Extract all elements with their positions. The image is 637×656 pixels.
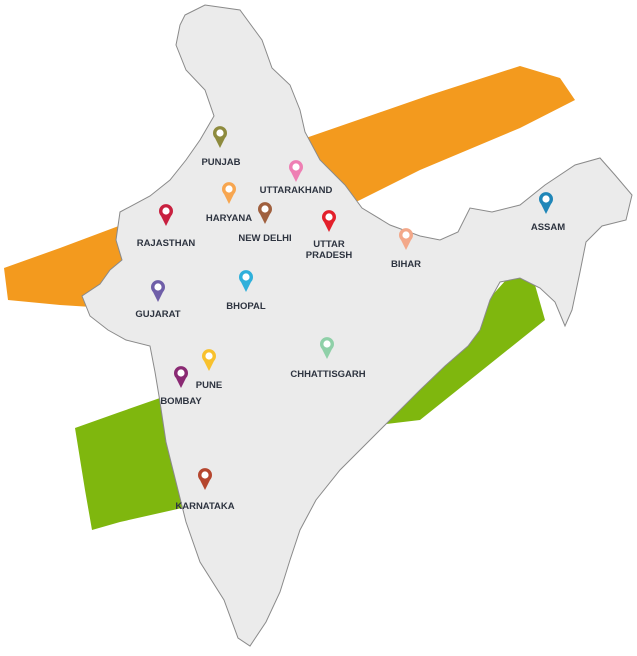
- map-pin-icon[interactable]: [539, 192, 553, 214]
- map-pin-hole: [201, 471, 209, 479]
- map-pin-icon[interactable]: [222, 182, 236, 204]
- map-pin-icon[interactable]: [322, 210, 337, 232]
- map-pin-hole: [205, 352, 213, 360]
- map-pin-hole: [216, 129, 224, 137]
- map-marker[interactable]: CHHATTISGARH: [290, 337, 366, 380]
- map-pin-icon[interactable]: [320, 337, 334, 359]
- map-marker[interactable]: BIHAR: [391, 228, 421, 270]
- marker-label: UTTAR: [313, 239, 345, 250]
- map-marker[interactable]: KARNATAKA: [175, 468, 235, 512]
- map-pin-icon[interactable]: [159, 204, 174, 226]
- map-marker[interactable]: HARYANA: [206, 182, 252, 224]
- marker-label: CHHATTISGARH: [290, 369, 365, 380]
- map-pin-hole: [162, 207, 170, 215]
- marker-label-line2: PRADESH: [306, 250, 353, 261]
- map-pin-hole: [225, 185, 233, 193]
- india-outline: [81, 4, 633, 647]
- marker-label: UTTARAKHAND: [260, 185, 333, 196]
- marker-label: BIHAR: [391, 259, 421, 270]
- map-marker[interactable]: ASSAM: [531, 192, 565, 233]
- marker-label: HARYANA: [206, 213, 252, 224]
- map-pin-icon[interactable]: [151, 280, 166, 302]
- map-pin-icon[interactable]: [399, 228, 414, 250]
- map-marker[interactable]: BHOPAL: [226, 270, 266, 312]
- map-pin-icon[interactable]: [173, 366, 188, 388]
- map-marker[interactable]: BOMBAY: [160, 366, 202, 407]
- map-marker[interactable]: PUNE: [196, 349, 222, 391]
- map-marker[interactable]: UTTARAKHAND: [260, 160, 333, 196]
- map-marker[interactable]: PUNJAB: [201, 126, 241, 168]
- map-pin-hole: [323, 340, 331, 348]
- map-pin-hole: [154, 283, 162, 291]
- green-brush-stroke-west: [75, 398, 182, 530]
- marker-layer: PUNJAB UTTARAKHAND HARYANA NEW DELHI RAJASTH…: [135, 126, 565, 512]
- map-pin-hole: [292, 163, 300, 171]
- map-pin-icon[interactable]: [289, 160, 303, 182]
- marker-label: KARNATAKA: [175, 501, 234, 512]
- map-pin-icon[interactable]: [258, 202, 273, 224]
- map-marker[interactable]: NEW DELHI: [238, 202, 292, 244]
- map-pin-hole: [242, 273, 250, 281]
- marker-label: PUNE: [196, 380, 222, 391]
- marker-label: PUNJAB: [201, 157, 240, 168]
- map-pin-hole: [542, 195, 550, 203]
- map-marker[interactable]: RAJASTHAN: [137, 204, 196, 249]
- map-pin-hole: [325, 213, 333, 221]
- marker-label: BOMBAY: [160, 396, 202, 407]
- marker-label: BHOPAL: [226, 301, 266, 312]
- map-marker[interactable]: GUJARAT: [135, 280, 181, 320]
- marker-label: NEW DELHI: [238, 233, 291, 244]
- map-pin-icon[interactable]: [239, 270, 254, 292]
- map-pin-icon[interactable]: [198, 468, 212, 490]
- map-pin-hole: [402, 231, 410, 239]
- marker-label: RAJASTHAN: [137, 238, 196, 249]
- map-pin-icon[interactable]: [202, 349, 216, 371]
- map-pin-icon[interactable]: [213, 126, 228, 148]
- map-pin-hole: [177, 369, 185, 377]
- marker-label: ASSAM: [531, 222, 565, 233]
- marker-label: GUJARAT: [135, 309, 180, 320]
- map-pin-hole: [261, 205, 269, 213]
